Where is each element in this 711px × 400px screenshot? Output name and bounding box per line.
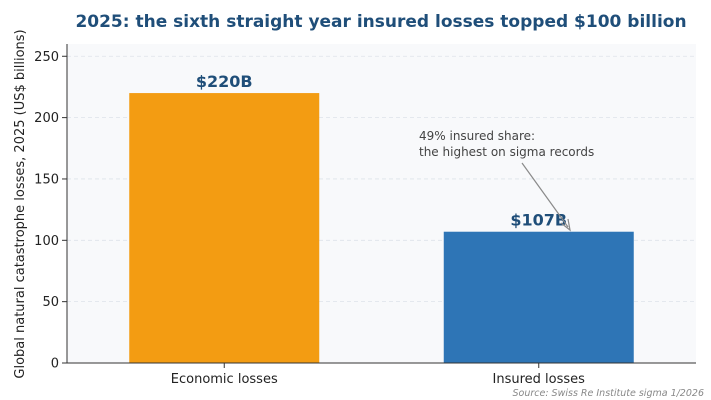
y-tick-label: 250 <box>34 50 59 65</box>
annotation-arrowhead <box>560 218 571 232</box>
axes: 0 50 100 150 200 250 Economic losses Insured lo… <box>34 44 696 387</box>
bar <box>129 93 320 364</box>
annotation-line-2: the highest on sigma records <box>419 145 594 159</box>
x-tick-label: Economic losses <box>171 372 278 387</box>
x-tick-label: Insured losses <box>493 372 586 387</box>
annotation-arrow <box>521 162 569 228</box>
chart-title: 2025: the sixth straight year insured lo… <box>75 12 686 32</box>
y-tick-label: 150 <box>34 172 59 187</box>
annotation-line-1: 49% insured share: <box>419 129 535 143</box>
bar <box>443 231 634 363</box>
y-tick-label: 100 <box>34 234 59 249</box>
source-note: Source: Swiss Re Institute sigma 1/2026 <box>513 388 705 399</box>
data-label: $220B <box>196 72 253 91</box>
y-tick-label: 200 <box>34 111 59 126</box>
data-label: $107B <box>510 211 567 230</box>
y-tick-label: 50 <box>42 295 59 310</box>
y-axis-label: Global natural catastrophe losses, 2025 … <box>13 29 28 378</box>
y-tick-label: 0 <box>51 357 59 372</box>
bars: $220B $107B <box>129 72 634 364</box>
